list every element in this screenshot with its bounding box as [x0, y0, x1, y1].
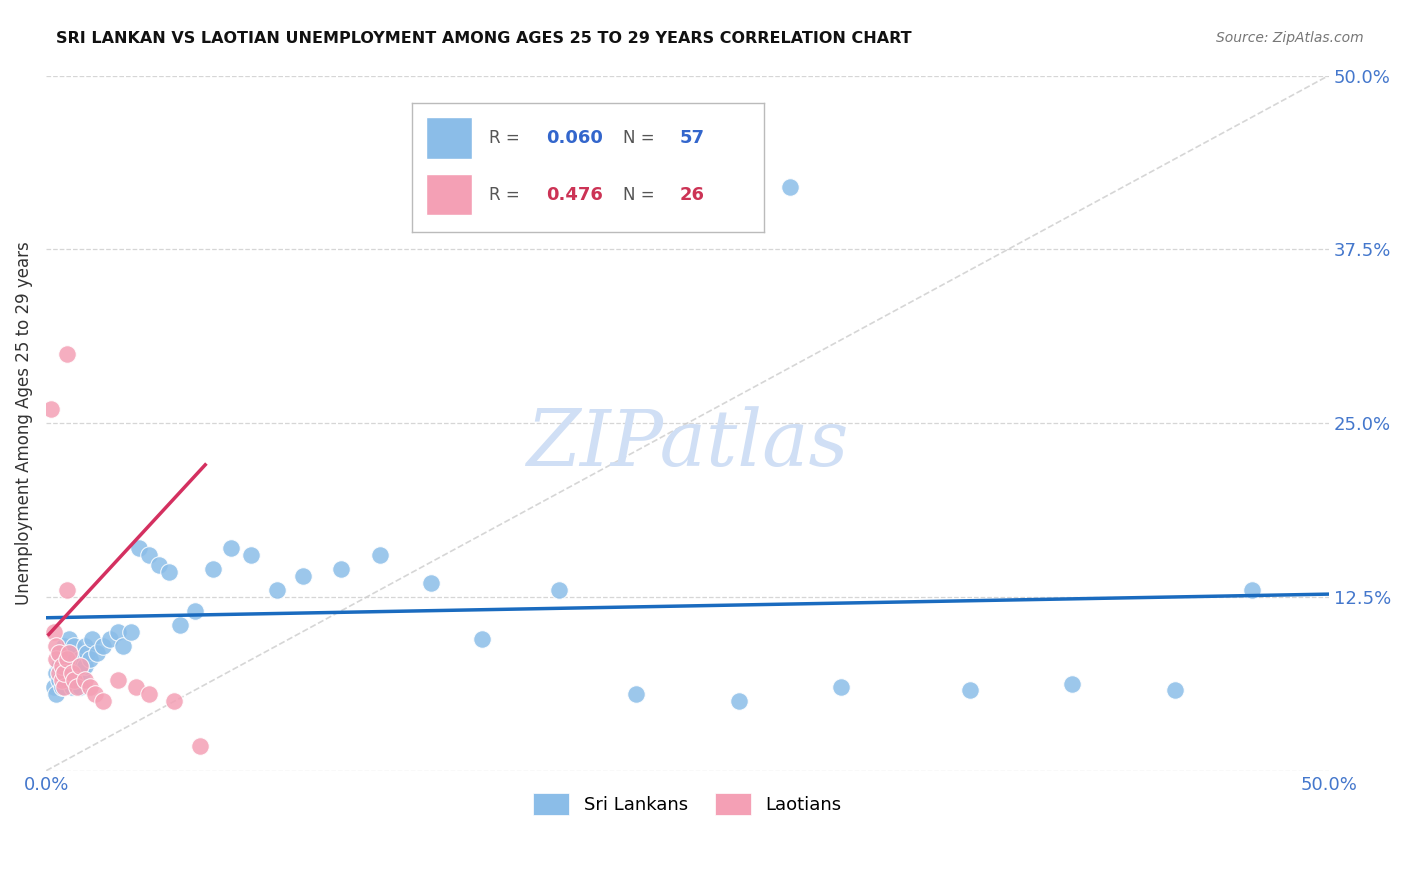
Point — [107, 673, 129, 688]
Point — [60, 680, 83, 694]
Point — [42, 680, 65, 694]
Point — [420, 576, 443, 591]
Point — [128, 541, 150, 556]
Point — [45, 639, 67, 653]
Point — [69, 680, 91, 694]
Point — [53, 680, 76, 694]
Point — [368, 548, 391, 562]
Y-axis label: Unemployment Among Ages 25 to 29 years: Unemployment Among Ages 25 to 29 years — [15, 241, 32, 605]
Point — [157, 565, 180, 579]
Point — [148, 558, 170, 572]
Point — [266, 582, 288, 597]
Point — [45, 666, 67, 681]
Point — [79, 652, 101, 666]
Point — [1164, 683, 1187, 698]
Point — [60, 652, 83, 666]
Point — [51, 652, 73, 666]
Point — [48, 646, 70, 660]
Point — [55, 582, 77, 597]
Point — [84, 687, 107, 701]
Text: Source: ZipAtlas.com: Source: ZipAtlas.com — [1216, 31, 1364, 45]
Point — [169, 617, 191, 632]
Point — [53, 666, 76, 681]
Point — [120, 624, 142, 639]
Point — [112, 639, 135, 653]
Point — [73, 673, 96, 688]
Point — [86, 646, 108, 660]
Point — [63, 673, 86, 688]
Point — [91, 639, 114, 653]
Point — [45, 687, 67, 701]
Point — [959, 683, 981, 698]
Point — [60, 666, 83, 681]
Point — [69, 652, 91, 666]
Point — [55, 673, 77, 688]
Point — [41, 402, 63, 417]
Point — [48, 659, 70, 673]
Point — [163, 694, 186, 708]
Point — [48, 666, 70, 681]
Point — [624, 687, 647, 701]
Point — [219, 541, 242, 556]
Point — [48, 673, 70, 688]
Point — [830, 680, 852, 694]
Text: ZIPatlas: ZIPatlas — [526, 406, 849, 482]
Point — [63, 639, 86, 653]
Point — [188, 739, 211, 753]
Text: SRI LANKAN VS LAOTIAN UNEMPLOYMENT AMONG AGES 25 TO 29 YEARS CORRELATION CHART: SRI LANKAN VS LAOTIAN UNEMPLOYMENT AMONG… — [56, 31, 912, 46]
Point — [76, 646, 98, 660]
Point — [1062, 677, 1084, 691]
Point — [91, 694, 114, 708]
Point — [69, 659, 91, 673]
Point — [201, 562, 224, 576]
Point — [70, 666, 93, 681]
Point — [55, 646, 77, 660]
Point — [138, 687, 160, 701]
Point — [51, 659, 73, 673]
Point — [73, 659, 96, 673]
Point — [107, 624, 129, 639]
Point — [63, 666, 86, 681]
Point — [138, 548, 160, 562]
Point — [330, 562, 353, 576]
Point — [82, 632, 104, 646]
Point — [53, 666, 76, 681]
Point — [98, 632, 121, 646]
Point — [184, 604, 207, 618]
Point — [79, 680, 101, 694]
Point — [58, 632, 80, 646]
Point — [66, 680, 89, 694]
Point — [1240, 582, 1263, 597]
Point — [727, 694, 749, 708]
Point — [66, 659, 89, 673]
Point — [45, 652, 67, 666]
Point — [53, 639, 76, 653]
Point — [51, 673, 73, 688]
Point — [291, 569, 314, 583]
Point — [48, 646, 70, 660]
Point — [55, 346, 77, 360]
Point — [42, 624, 65, 639]
Legend: Sri Lankans, Laotians: Sri Lankans, Laotians — [524, 784, 851, 824]
Point — [55, 652, 77, 666]
Point — [51, 680, 73, 694]
Point — [779, 179, 801, 194]
Point — [471, 632, 494, 646]
Point — [548, 582, 571, 597]
Point — [58, 659, 80, 673]
Point — [66, 673, 89, 688]
Point — [125, 680, 148, 694]
Point — [58, 646, 80, 660]
Point — [73, 639, 96, 653]
Point — [240, 548, 263, 562]
